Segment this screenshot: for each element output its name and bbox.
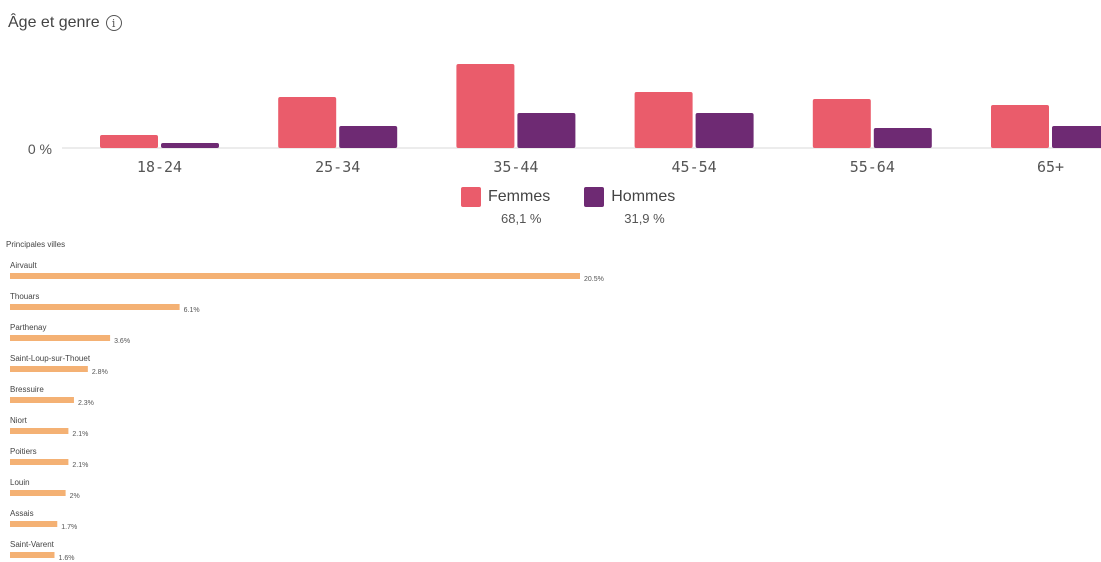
city-label: Niort	[10, 416, 28, 425]
bar-hommes-25-34[interactable]	[339, 126, 398, 148]
chart-legend: Femmes 68,1 % Hommes 31,9 %	[461, 187, 675, 226]
city-value-label: 2%	[70, 493, 80, 500]
chart-header: Âge et genre i	[8, 14, 122, 32]
x-tick-label: 25-34	[315, 158, 360, 176]
y-axis-tick-label: 0 %	[28, 141, 52, 157]
city-bar[interactable]	[10, 335, 111, 341]
city-label: Saint-Loup-sur-Thouet	[10, 354, 91, 363]
x-tick-label: 18-24	[137, 158, 182, 176]
bar-hommes-35-44[interactable]	[517, 113, 576, 148]
legend-item-femmes[interactable]: Femmes 68,1 %	[461, 187, 550, 226]
legend-label-hommes: Hommes	[611, 188, 676, 205]
city-bar[interactable]	[10, 397, 74, 403]
legend-value-femmes: 68,1 %	[501, 211, 542, 226]
bar-femmes-45-54[interactable]	[634, 92, 693, 148]
city-label: Parthenay	[10, 323, 46, 332]
age-gender-chart: 0 % 18-24 25-34 35-44 45-54 55-64 65+	[28, 64, 1101, 176]
bar-hommes-55-64[interactable]	[873, 128, 932, 148]
legend-label-femmes: Femmes	[488, 188, 551, 205]
city-bar[interactable]	[10, 490, 66, 496]
legend-swatch-femmes	[461, 187, 481, 207]
cities-bar-chart: Airvault 20.5% Thouars 6.1% Parthenay 3.6% Sai…	[10, 261, 604, 562]
city-label: Assais	[10, 509, 34, 518]
city-bar[interactable]	[10, 304, 180, 310]
city-bar[interactable]	[10, 552, 55, 558]
legend-item-hommes[interactable]: Hommes 31,9 %	[584, 187, 675, 226]
city-label: Thouars	[10, 292, 39, 301]
city-value-label: 2.1%	[72, 431, 88, 438]
city-label: Poitiers	[10, 447, 37, 456]
bar-hommes-18-24[interactable]	[161, 143, 219, 148]
city-bar[interactable]	[10, 366, 88, 372]
city-label: Louin	[10, 478, 30, 487]
bar-femmes-25-34[interactable]	[278, 97, 337, 148]
city-value-label: 3.6%	[114, 338, 130, 345]
chart-title: Âge et genre	[8, 14, 100, 31]
x-tick-label: 35-44	[493, 158, 538, 176]
legend-value-hommes: 31,9 %	[624, 211, 665, 226]
bar-femmes-18-24[interactable]	[100, 135, 158, 148]
x-tick-label: 65+	[1037, 158, 1064, 176]
x-tick-label: 45-54	[672, 158, 717, 176]
bar-hommes-65+[interactable]	[1052, 126, 1101, 148]
city-label: Saint-Varent	[10, 540, 55, 549]
city-value-label: 6.1%	[184, 307, 200, 314]
city-bar[interactable]	[10, 273, 580, 279]
city-value-label: 1.6%	[58, 555, 74, 562]
city-value-label: 1.7%	[61, 524, 77, 531]
city-label: Airvault	[10, 261, 37, 270]
bar-femmes-55-64[interactable]	[812, 99, 871, 148]
bar-femmes-35-44[interactable]	[456, 64, 515, 148]
city-bar[interactable]	[10, 428, 69, 434]
city-label: Bressuire	[10, 385, 44, 394]
city-bar[interactable]	[10, 459, 69, 465]
bar-femmes-65+[interactable]	[991, 105, 1049, 148]
x-tick-label: 55-64	[850, 158, 895, 176]
bar-hommes-45-54[interactable]	[695, 113, 754, 148]
legend-swatch-hommes	[584, 187, 605, 207]
city-value-label: 20.5%	[584, 276, 604, 283]
city-value-label: 2.1%	[72, 462, 88, 469]
cities-chart-title: Principales villes	[6, 240, 66, 249]
info-circle-icon[interactable]: i	[105, 15, 122, 31]
city-bar[interactable]	[10, 521, 58, 527]
city-value-label: 2.8%	[92, 369, 108, 376]
city-value-label: 2.3%	[78, 400, 94, 407]
